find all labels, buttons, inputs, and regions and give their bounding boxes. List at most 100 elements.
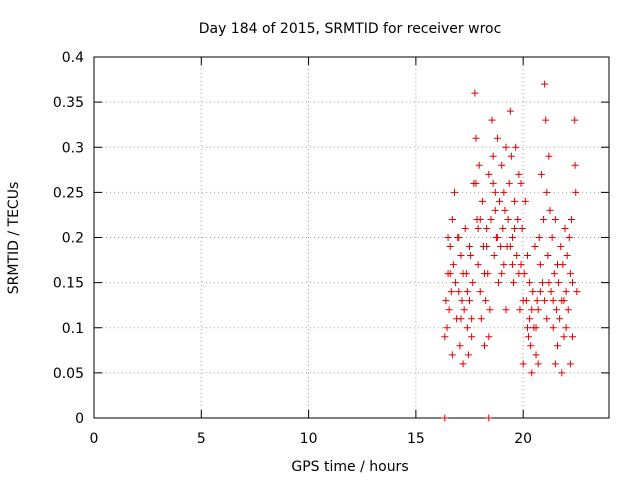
data-point xyxy=(475,261,482,268)
data-point xyxy=(483,243,490,250)
data-point xyxy=(509,234,516,241)
data-point xyxy=(505,216,512,223)
data-point xyxy=(552,360,559,367)
data-point xyxy=(492,207,499,214)
grid-layer xyxy=(94,57,609,418)
data-point xyxy=(490,180,497,187)
data-point xyxy=(531,243,538,250)
data-point xyxy=(496,198,503,205)
data-point xyxy=(447,243,454,250)
data-point xyxy=(511,225,518,232)
data-point xyxy=(462,225,469,232)
data-point xyxy=(468,333,475,340)
data-point xyxy=(457,315,464,322)
y-tick-label: 0 xyxy=(75,411,84,427)
data-point xyxy=(441,415,448,422)
data-point xyxy=(519,225,526,232)
data-point xyxy=(455,234,462,241)
data-point xyxy=(568,216,575,223)
data-point xyxy=(539,279,546,286)
data-point xyxy=(566,234,573,241)
y-tick-label: 0.05 xyxy=(53,366,84,382)
data-point xyxy=(554,261,561,268)
data-point xyxy=(556,315,563,322)
tick-layer: 0 0.05 0.1 0.15 0.2 0.25 0.3 0.35 0.4 0 5 10 15 20 xyxy=(53,50,609,447)
data-point xyxy=(478,315,485,322)
data-point xyxy=(485,415,492,422)
data-point xyxy=(469,279,476,286)
y-axis-label: SRMTID / TECUs xyxy=(6,182,22,295)
data-point xyxy=(573,288,580,295)
data-point xyxy=(551,270,558,277)
data-point xyxy=(456,342,463,349)
data-point xyxy=(501,207,508,214)
data-point xyxy=(543,315,550,322)
data-point xyxy=(565,306,572,313)
data-point xyxy=(476,162,483,169)
data-point xyxy=(525,333,532,340)
data-point xyxy=(500,261,507,268)
chart-title: Day 184 of 2015, SRMTID for receiver wro… xyxy=(199,21,502,37)
data-point xyxy=(507,108,514,115)
data-point xyxy=(449,351,456,358)
data-point xyxy=(498,162,505,169)
data-point xyxy=(550,297,557,304)
data-point xyxy=(466,243,473,250)
data-point xyxy=(571,117,578,124)
points-layer xyxy=(441,81,580,422)
y-tick-label: 0.4 xyxy=(62,50,84,66)
data-point xyxy=(549,234,556,241)
data-point xyxy=(485,333,492,340)
data-point xyxy=(455,288,462,295)
data-point xyxy=(442,297,449,304)
plot-frame xyxy=(94,57,609,418)
data-point xyxy=(542,117,549,124)
data-point xyxy=(467,252,474,259)
data-point xyxy=(562,225,569,232)
data-point xyxy=(464,324,471,331)
data-point xyxy=(518,261,525,268)
data-point xyxy=(569,279,576,286)
data-point xyxy=(446,306,453,313)
data-point xyxy=(572,162,579,169)
data-point xyxy=(494,135,501,142)
data-point xyxy=(535,306,542,313)
data-point xyxy=(441,333,448,340)
y-tick-label: 0.15 xyxy=(53,276,84,292)
data-point xyxy=(499,225,506,232)
data-point xyxy=(475,225,482,232)
data-point xyxy=(450,261,457,268)
data-point xyxy=(459,297,466,304)
data-point xyxy=(500,189,507,196)
data-point xyxy=(541,297,548,304)
data-point xyxy=(553,306,560,313)
data-point xyxy=(526,279,533,286)
data-point xyxy=(528,306,535,313)
data-point xyxy=(491,252,498,259)
data-point xyxy=(545,153,552,160)
data-point xyxy=(481,342,488,349)
data-point xyxy=(492,189,499,196)
data-point xyxy=(541,81,548,88)
data-point xyxy=(537,288,544,295)
y-tick-label: 0.35 xyxy=(53,95,84,111)
data-point xyxy=(460,360,467,367)
data-point xyxy=(557,243,564,250)
data-point xyxy=(497,243,504,250)
data-point xyxy=(479,198,486,205)
data-point xyxy=(533,351,540,358)
data-point xyxy=(569,333,576,340)
data-point xyxy=(486,306,493,313)
x-axis-label: GPS time / hours xyxy=(291,459,408,475)
data-point xyxy=(567,270,574,277)
data-point xyxy=(494,234,501,241)
data-point xyxy=(524,324,531,331)
data-point xyxy=(534,297,541,304)
data-point xyxy=(550,324,557,331)
data-point xyxy=(563,324,570,331)
x-tick-label: 10 xyxy=(300,431,318,447)
data-point xyxy=(527,342,534,349)
data-point xyxy=(537,261,544,268)
x-tick-label: 5 xyxy=(197,431,206,447)
y-tick-label: 0.25 xyxy=(53,185,84,201)
